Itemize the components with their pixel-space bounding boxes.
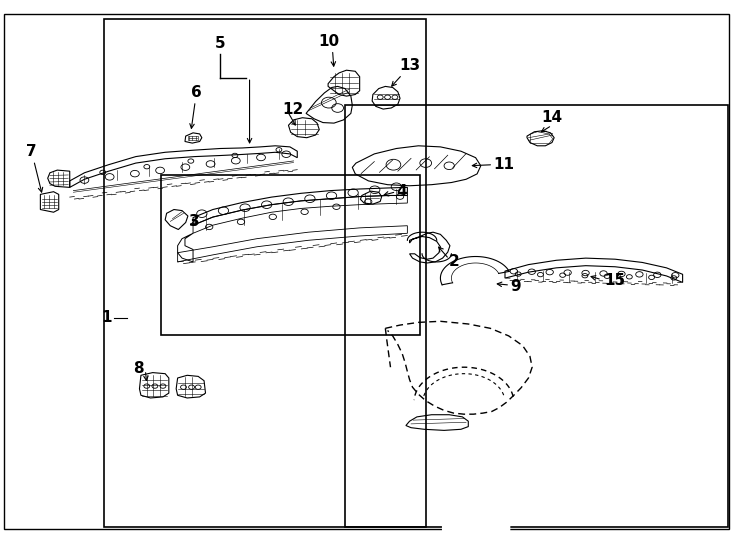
Text: 9: 9 <box>510 279 520 294</box>
Text: 4: 4 <box>396 184 407 199</box>
Bar <box>161 175 420 335</box>
Text: 8: 8 <box>134 361 144 376</box>
Text: 14: 14 <box>542 110 562 125</box>
Text: 6: 6 <box>192 85 202 100</box>
Text: 15: 15 <box>604 273 625 288</box>
Bar <box>104 19 426 526</box>
Text: 13: 13 <box>399 58 420 73</box>
Text: 11: 11 <box>493 157 515 172</box>
Text: 2: 2 <box>449 254 460 269</box>
Text: 12: 12 <box>283 102 304 117</box>
Text: 7: 7 <box>26 144 36 159</box>
Text: 1: 1 <box>101 310 112 325</box>
Bar <box>345 105 728 526</box>
Text: 10: 10 <box>319 33 339 49</box>
Text: 5: 5 <box>215 36 225 51</box>
Text: 3: 3 <box>189 214 200 229</box>
